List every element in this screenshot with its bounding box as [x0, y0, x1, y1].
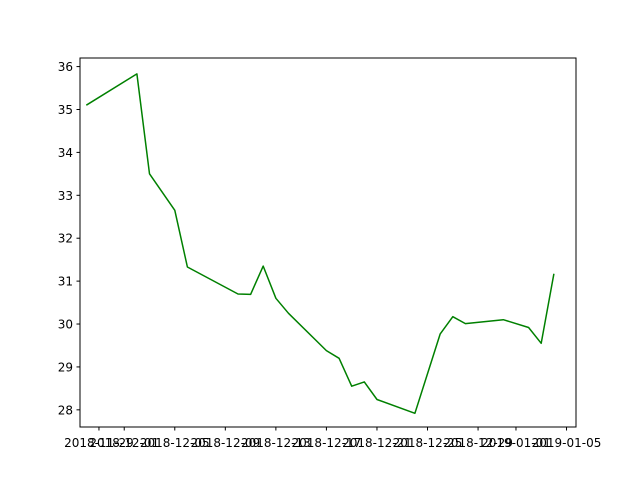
- y-axis: 28 29 30 31 32 33 34 35 36: [58, 60, 80, 417]
- x-tick-label: 2018-12-17: [292, 436, 362, 450]
- x-tick-label: 2018-12-05: [140, 436, 210, 450]
- y-tick-label: 30: [58, 318, 73, 332]
- series-line: [85, 73, 555, 415]
- x-tick-label: 2018-12-13: [241, 436, 311, 450]
- x-tick-label: 2018-12-01: [89, 436, 159, 450]
- x-tick-label: 2018-12-21: [342, 436, 412, 450]
- plot-area: [85, 73, 555, 415]
- x-axis: 2018-11-292018-12-012018-12-052018-12-09…: [64, 427, 601, 450]
- y-tick-label: 34: [58, 146, 73, 160]
- y-tick-label: 29: [58, 360, 73, 374]
- x-tick-label: 2018-12-29: [443, 436, 513, 450]
- x-tick-label: 2018-12-09: [190, 436, 260, 450]
- axes-frame: [79, 57, 577, 428]
- y-tick-label: 31: [58, 275, 73, 289]
- data-points: [86, 73, 554, 414]
- y-tick-label: 32: [58, 232, 73, 246]
- y-tick-label: 35: [58, 103, 73, 117]
- y-tick-label: 28: [58, 403, 73, 417]
- x-tick-label: 2019-01-01: [481, 436, 551, 450]
- y-tick-label: 33: [58, 189, 73, 203]
- y-tick-label: 36: [58, 60, 73, 74]
- x-tick-label: 2019-01-05: [532, 436, 602, 450]
- x-tick-label: 2018-12-25: [393, 436, 463, 450]
- x-tick-label: 2018-11-29: [64, 436, 134, 450]
